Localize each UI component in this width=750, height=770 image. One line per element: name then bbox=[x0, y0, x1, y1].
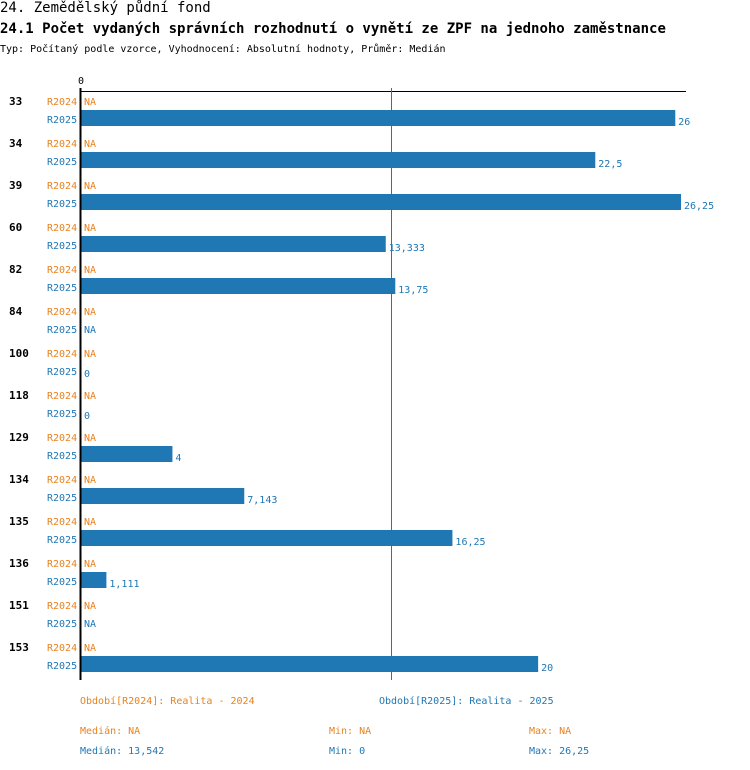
value-label-r2025: 20 bbox=[541, 663, 553, 674]
value-label-r2024: NA bbox=[84, 517, 96, 528]
category-label: 118 bbox=[9, 389, 29, 402]
bar-r2025 bbox=[81, 656, 539, 672]
bar-chart: 0 33 R2024 R2025 NA 26 34 R2024 R2025 NA 22,5 39 R20… bbox=[9, 76, 714, 680]
category-label: 39 bbox=[9, 179, 22, 192]
value-label-r2025: 22,5 bbox=[598, 159, 622, 170]
chart-subtitle: Typ: Počítaný podle vzorce, Vyhodnocení:… bbox=[0, 44, 446, 55]
series-label-r2025: R2025 bbox=[47, 283, 77, 294]
series-label-r2025: R2025 bbox=[47, 115, 77, 126]
category-label: 82 bbox=[9, 263, 22, 276]
chart-title: 24.1 Počet vydaných správních rozhodnutí… bbox=[0, 21, 666, 37]
series-label-r2024: R2024 bbox=[47, 433, 77, 444]
bar-r2025 bbox=[81, 488, 245, 504]
bar-r2025 bbox=[81, 530, 453, 546]
series-label-r2025: R2025 bbox=[47, 619, 77, 630]
value-label-r2024: NA bbox=[84, 97, 96, 108]
series-label-r2025: R2025 bbox=[47, 241, 77, 252]
series-label-r2024: R2024 bbox=[47, 475, 77, 486]
series-label-r2025: R2025 bbox=[47, 577, 77, 588]
category-label: 84 bbox=[9, 305, 23, 318]
series-label-r2025: R2025 bbox=[47, 367, 77, 378]
value-label-r2025: 26 bbox=[678, 117, 690, 128]
value-label-r2024: NA bbox=[84, 307, 96, 318]
value-label-r2025: 7,143 bbox=[247, 495, 277, 506]
value-label-r2025: 0 bbox=[84, 411, 90, 422]
series-label-r2024: R2024 bbox=[47, 601, 77, 612]
bar-r2025 bbox=[81, 110, 676, 126]
series-label-r2025: R2025 bbox=[47, 409, 77, 420]
series-label-r2024: R2024 bbox=[47, 181, 77, 192]
value-label-r2024: NA bbox=[84, 601, 96, 612]
value-label-r2024: NA bbox=[84, 433, 96, 444]
category-label: 136 bbox=[9, 557, 29, 570]
stat-r2025-min: Min: 0 bbox=[329, 746, 366, 757]
series-label-r2024: R2024 bbox=[47, 139, 77, 150]
series-label-r2024: R2024 bbox=[47, 643, 77, 654]
axis-zero-label: 0 bbox=[78, 76, 84, 87]
value-label-r2024: NA bbox=[84, 265, 96, 276]
value-label-r2024: NA bbox=[84, 643, 96, 654]
series-label-r2024: R2024 bbox=[47, 307, 77, 318]
series-label-r2024: R2024 bbox=[47, 559, 77, 570]
value-label-r2025: 0 bbox=[84, 369, 90, 380]
value-label-r2025: 16,25 bbox=[455, 537, 485, 548]
legend-r2024-period: Období[R2024]: Realita - 2024 bbox=[80, 696, 255, 707]
series-label-r2024: R2024 bbox=[47, 517, 77, 528]
value-label-r2024: NA bbox=[84, 391, 96, 402]
series-label-r2024: R2024 bbox=[47, 349, 77, 360]
category-label: 60 bbox=[9, 221, 22, 234]
series-label-r2025: R2025 bbox=[47, 493, 77, 504]
value-label-r2025: 4 bbox=[175, 453, 181, 464]
value-label-r2025: 26,25 bbox=[684, 201, 714, 212]
category-label: 100 bbox=[9, 347, 29, 360]
category-label: 34 bbox=[9, 137, 23, 150]
bar-r2025 bbox=[81, 278, 396, 294]
value-label-r2025: NA bbox=[84, 619, 96, 630]
category-label: 135 bbox=[9, 515, 29, 528]
series-label-r2024: R2024 bbox=[47, 265, 77, 276]
series-label-r2024: R2024 bbox=[47, 223, 77, 234]
series-label-r2025: R2025 bbox=[47, 535, 77, 546]
series-label-r2025: R2025 bbox=[47, 661, 77, 672]
value-label-r2024: NA bbox=[84, 475, 96, 486]
series-label-r2025: R2025 bbox=[47, 157, 77, 168]
series-label-r2025: R2025 bbox=[47, 199, 77, 210]
bar-r2025 bbox=[81, 572, 107, 588]
category-label: 151 bbox=[9, 599, 29, 612]
section-title: 24. Zemědělský půdní fond bbox=[0, 0, 211, 16]
bar-r2025 bbox=[81, 236, 386, 252]
series-label-r2025: R2025 bbox=[47, 451, 77, 462]
value-label-r2024: NA bbox=[84, 223, 96, 234]
value-label-r2024: NA bbox=[84, 559, 96, 570]
value-label-r2025: 13,75 bbox=[398, 285, 428, 296]
value-label-r2025: 1,111 bbox=[109, 579, 139, 590]
series-label-r2025: R2025 bbox=[47, 325, 77, 336]
series-label-r2024: R2024 bbox=[47, 391, 77, 402]
stat-r2024-max: Max: NA bbox=[529, 726, 572, 737]
value-label-r2025: 13,333 bbox=[389, 243, 425, 254]
bar-r2025 bbox=[81, 446, 173, 462]
bar-r2025 bbox=[81, 194, 681, 210]
value-label-r2024: NA bbox=[84, 349, 96, 360]
category-label: 134 bbox=[9, 473, 29, 486]
value-label-r2024: NA bbox=[84, 181, 96, 192]
stat-r2024-median: Medián: NA bbox=[80, 726, 141, 737]
legend-r2025-period: Období[R2025]: Realita - 2025 bbox=[379, 696, 554, 707]
category-label: 153 bbox=[9, 641, 29, 654]
stat-r2025-max: Max: 26,25 bbox=[529, 746, 590, 757]
stat-r2024-min: Min: NA bbox=[329, 726, 372, 737]
value-label-r2025: NA bbox=[84, 325, 96, 336]
bar-r2025 bbox=[81, 152, 596, 168]
category-label: 129 bbox=[9, 431, 29, 444]
series-label-r2024: R2024 bbox=[47, 97, 77, 108]
stat-r2025-median: Medián: 13,542 bbox=[80, 746, 165, 757]
category-label: 33 bbox=[9, 95, 22, 108]
value-label-r2024: NA bbox=[84, 139, 96, 150]
